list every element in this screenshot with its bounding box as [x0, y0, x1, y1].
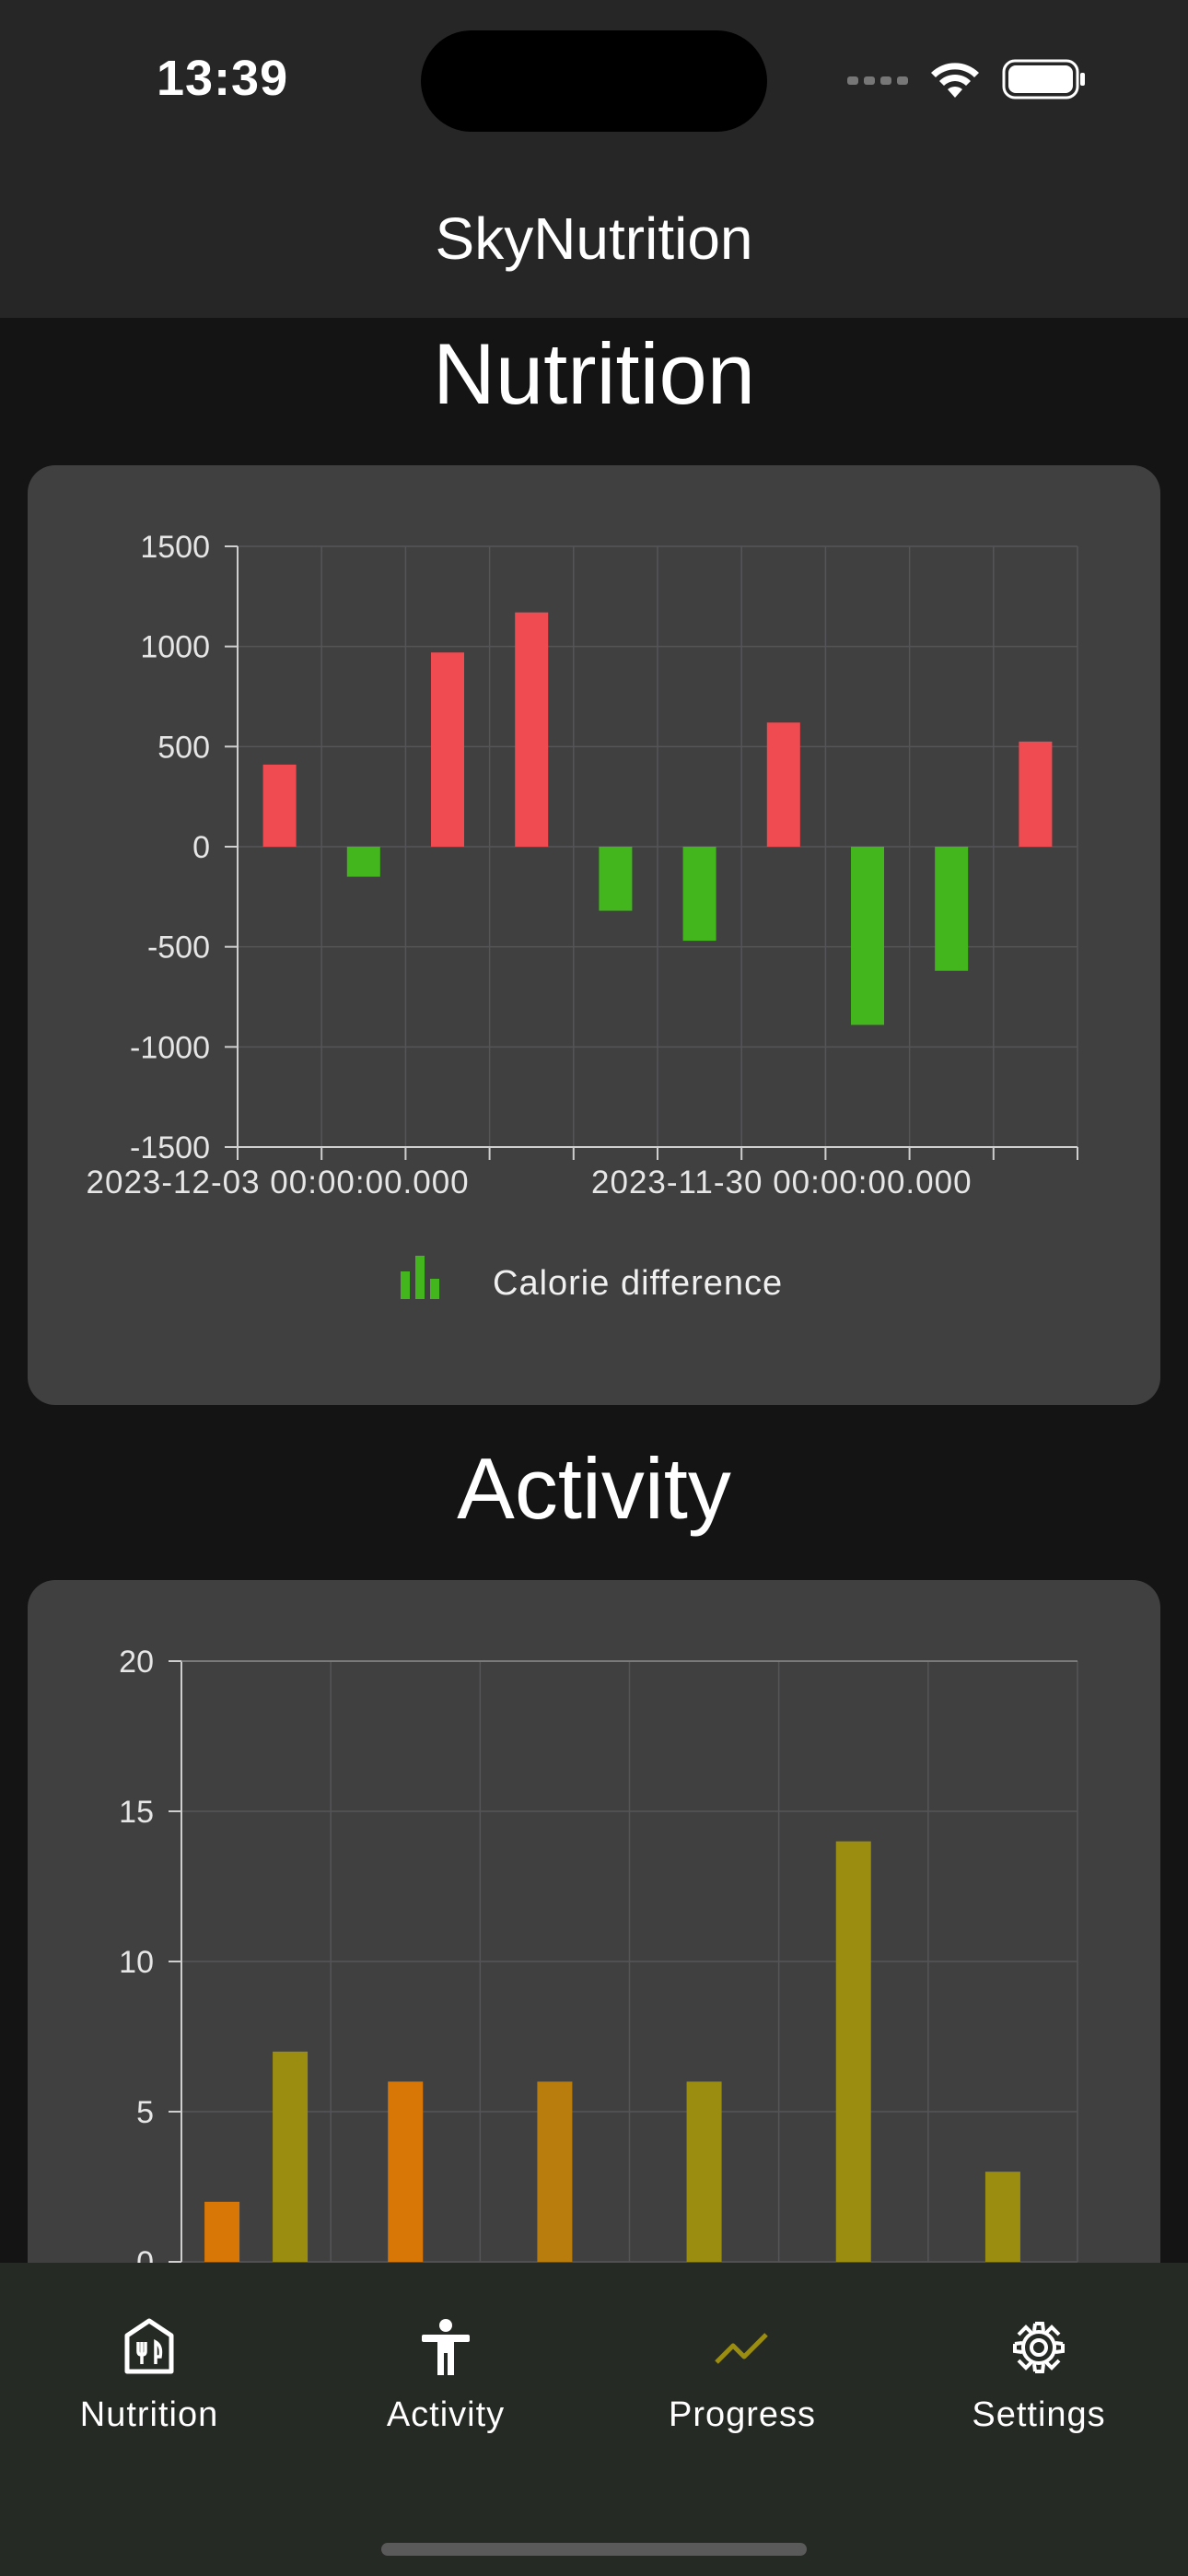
calorie-bar	[682, 847, 716, 942]
bottom-navigation: Nutrition Activity Progress Settings	[0, 2263, 1188, 2576]
activity-bar	[984, 2172, 1020, 2262]
y-tick-label: -1500	[130, 1130, 210, 1165]
legend-icon	[430, 1279, 439, 1299]
activity-chart: 20151050	[119, 1645, 1078, 2280]
nav-item-progress[interactable]: Progress	[594, 2318, 891, 2435]
app-bar: SkyNutrition	[0, 166, 1188, 318]
legend-icon	[401, 1271, 410, 1299]
calorie-bar	[851, 847, 884, 1025]
activity-bar	[273, 2051, 309, 2262]
activity-bar	[537, 2081, 573, 2262]
legend-label: Calorie difference	[493, 1264, 783, 1303]
y-tick-label: 10	[119, 1945, 154, 1980]
y-tick-label: 20	[119, 1645, 154, 1680]
activity-bar	[686, 2081, 722, 2262]
nutrition-chart-card: 1500 1000 500 0 -500 -1000 -1500 2023-12-03 00:…	[28, 465, 1160, 1405]
nav-label-nutrition: Nutrition	[79, 2395, 219, 2434]
status-bar: 13:39	[0, 0, 1188, 166]
cellular-icon	[847, 76, 908, 85]
nav-item-settings[interactable]: Settings	[891, 2318, 1187, 2435]
settings-icon	[1013, 2322, 1065, 2373]
activity-bar	[835, 1841, 871, 2262]
progress-icon	[715, 2333, 768, 2364]
status-time: 13:39	[157, 51, 289, 106]
nav-item-nutrition[interactable]: Nutrition	[1, 2318, 297, 2435]
y-tick-label: 1000	[140, 630, 210, 665]
nav-label-activity: Activity	[386, 2395, 506, 2434]
battery-icon	[1002, 59, 1085, 100]
y-tick-label: -1000	[130, 1030, 210, 1065]
nav-label-progress: Progress	[668, 2395, 817, 2434]
calorie-bar	[515, 612, 549, 847]
y-tick-label: 1500	[140, 530, 210, 565]
y-tick-label: -500	[147, 931, 210, 966]
dynamic-island	[421, 30, 767, 132]
nav-label-settings: Settings	[972, 2395, 1106, 2434]
calorie-bar	[935, 847, 969, 971]
nutrition-icon	[124, 2318, 174, 2374]
x-tick-label: 2023-11-30 00:00:00.000	[591, 1165, 973, 1200]
y-tick-label: 15	[119, 1795, 154, 1830]
calorie-bar	[262, 764, 297, 847]
activity-icon	[422, 2319, 470, 2375]
nutrition-section-title: Nutrition	[432, 325, 756, 422]
activity-section-title: Activity	[457, 1440, 731, 1537]
wifi-icon	[931, 63, 979, 98]
activity-bar	[388, 2081, 424, 2262]
calorie-bar	[346, 847, 380, 877]
y-tick-label: 5	[136, 2095, 154, 2130]
calorie-bar	[766, 722, 800, 847]
home-indicator	[381, 2543, 807, 2556]
legend-icon	[415, 1256, 425, 1299]
status-icons	[847, 55, 1087, 103]
calorie-bar	[1019, 741, 1053, 847]
nav-item-activity[interactable]: Activity	[297, 2318, 594, 2435]
app-title: SkyNutrition	[435, 205, 753, 272]
calorie-bar	[599, 847, 633, 911]
y-tick-label: 0	[192, 830, 210, 865]
x-tick-label: 2023-12-03 00:00:00.000	[87, 1165, 470, 1200]
activity-bar	[204, 2201, 240, 2262]
y-tick-label: 500	[157, 730, 210, 765]
calorie-bar	[431, 652, 464, 847]
